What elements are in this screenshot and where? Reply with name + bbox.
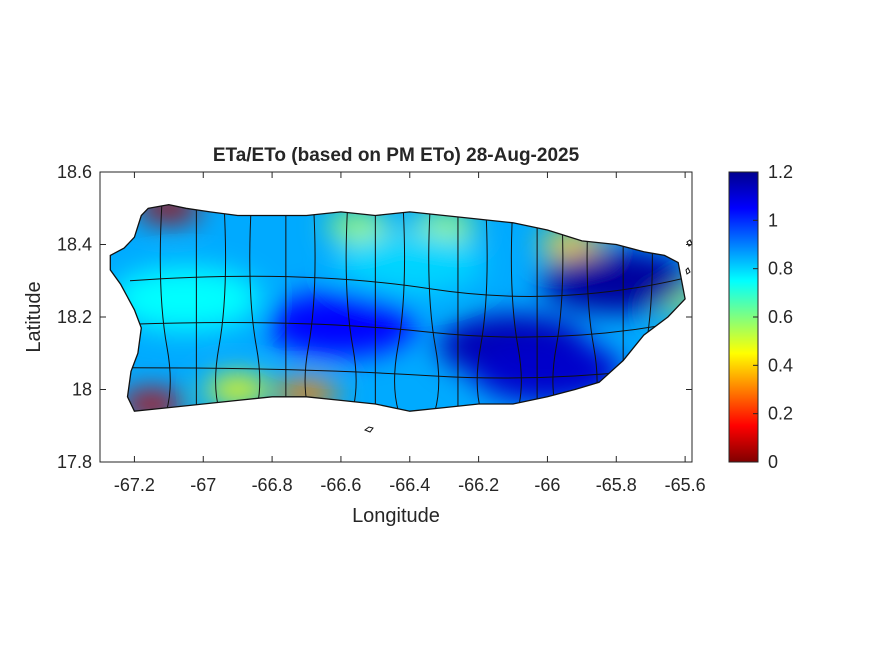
x-tick-label: -66.4 [389,475,430,495]
colorbar-tick-label: 0.6 [768,307,793,327]
municipal-boundary [394,204,409,412]
x-tick-label: -67 [190,475,216,495]
heatmap-zone [265,292,416,357]
y-tick-label: 18.2 [57,307,92,327]
y-tick-label: 18.4 [57,235,92,255]
colorbar-tick-label: 0 [768,452,778,472]
colorbar-ticks: 0 0.2 0.4 0.6 0.8 1 1.2 [753,162,793,472]
chart-title: ETa/ETo (based on PM ETo) 28-Aug-2025 [213,145,580,166]
heatmap-zones [111,204,686,412]
colorbar-tick-label: 1.2 [768,162,793,182]
y-axis-ticks: 17.8 18 18.2 18.4 18.6 [57,162,692,472]
x-tick-label: -65.8 [596,475,637,495]
colorbar-tick-label: 1 [768,210,778,230]
x-tick-label: -65.6 [665,475,706,495]
heatmap-zone [326,212,391,241]
x-axis-label: Longitude [352,505,440,527]
small-islet [685,267,691,275]
x-tick-label: -67.2 [114,475,155,495]
x-tick-label: -66.8 [252,475,293,495]
municipal-boundary [129,275,686,297]
colorbar-tick-label: 0.2 [768,404,793,424]
heatmap-zone [334,230,485,295]
colorbar-tick-label: 0.4 [768,355,793,375]
y-axis-label: Latitude [23,281,45,352]
heatmap-zone [136,204,201,223]
y-tick-label: 18.6 [57,162,92,182]
x-tick-label: -66.2 [458,475,499,495]
x-axis-ticks: -67.2 -67 -66.8 -66.6 -66.4 -66.2 -66 -65.8 -65.… [114,172,706,495]
y-tick-label: 17.8 [57,452,92,472]
heatmap-zone [541,248,686,313]
municipal-boundaries [129,204,686,412]
heatmap-zone [205,375,270,404]
x-tick-label: -66 [534,475,560,495]
small-islet [363,426,374,433]
municipal-boundary [129,363,686,379]
y-tick-label: 18 [72,380,92,400]
colorbar-tick-label: 0.8 [768,259,793,279]
municipal-boundary [425,204,440,412]
heatmap-layer [110,204,686,412]
x-tick-label: -66.6 [320,475,361,495]
municipal-boundary [129,319,686,338]
